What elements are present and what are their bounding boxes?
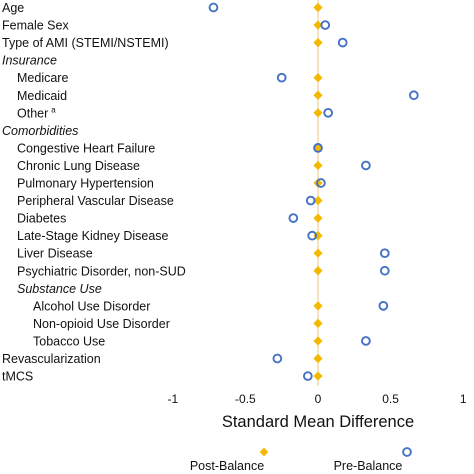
- pre-balance-point: [379, 265, 390, 276]
- row-label: Tobacco Use: [33, 334, 105, 348]
- row-labels: Age Female Sex Type of AMI (STEMI/NSTEMI) I…: [2, 1, 186, 384]
- post-balance-point: [313, 248, 323, 258]
- pre-balance-point: [361, 336, 371, 346]
- pre-balance-point: [302, 371, 313, 381]
- post-balance-point: [313, 108, 323, 118]
- post-balance-point: [313, 73, 323, 83]
- pre-balance-point: [307, 230, 318, 241]
- post-balance-point: [313, 353, 323, 364]
- row-label: Non-opioid Use Disorder: [33, 317, 170, 331]
- row-label: Congestive Heart Failure: [17, 141, 155, 155]
- pre-balance-point: [272, 353, 283, 364]
- post-balance-point: [313, 160, 323, 171]
- post-balance-point: [313, 2, 323, 13]
- pre-balance-point: [320, 20, 331, 30]
- row-label: Substance Use: [17, 282, 102, 296]
- data-markers: [208, 2, 419, 381]
- legend-label-pre: Pre-Balance: [334, 459, 403, 473]
- row-label: Diabetes: [17, 212, 66, 226]
- row-label: Female Sex: [2, 19, 69, 33]
- row-label: tMCS: [2, 370, 33, 384]
- post-balance-point: [313, 195, 323, 206]
- legend-pre-marker: [402, 447, 412, 457]
- pre-balance-point: [408, 90, 419, 101]
- x-tick-label: 0.5: [382, 392, 399, 406]
- post-balance-point: [313, 178, 323, 188]
- legend-post-marker: [259, 447, 269, 457]
- x-tick-label: -1: [167, 392, 178, 406]
- x-tick-labels: -1-0.500.511.5: [167, 392, 467, 406]
- post-balance-point: [313, 90, 323, 100]
- row-label: Other a: [17, 105, 56, 120]
- pre-balance-point: [361, 160, 371, 171]
- x-tick-label: -0.5: [235, 392, 256, 406]
- row-label: Late-Stage Kidney Disease: [17, 229, 169, 243]
- post-balance-point: [313, 336, 323, 346]
- row-label: Pulmonary Hypertension: [17, 177, 154, 191]
- pre-balance-point: [288, 213, 299, 223]
- pre-balance-point: [208, 2, 219, 13]
- row-label: Alcohol Use Disorder: [33, 299, 150, 313]
- row-label: Age: [2, 1, 24, 15]
- post-balance-point: [313, 371, 323, 381]
- post-balance-point: [313, 20, 323, 30]
- row-label-superscript: a: [51, 105, 56, 114]
- pre-balance-point: [378, 301, 389, 311]
- post-balance-point: [313, 318, 323, 328]
- post-balance-point: [313, 38, 323, 48]
- pre-balance-point: [305, 195, 316, 206]
- x-tick-label: 0: [315, 392, 322, 406]
- row-label: Medicare: [17, 71, 68, 85]
- row-label: Revascularization: [2, 352, 101, 366]
- x-axis-title: Standard Mean Difference: [222, 413, 414, 431]
- row-label: Type of AMI (STEMI/NSTEMI): [2, 36, 169, 50]
- x-tick-label: 1: [460, 392, 467, 406]
- post-balance-point: [313, 266, 323, 276]
- row-label: Insurance: [2, 54, 57, 68]
- legend: Post-Balance Pre-Balance: [190, 447, 412, 473]
- post-balance-point: [313, 213, 323, 223]
- row-label: Chronic Lung Disease: [17, 159, 140, 173]
- pre-balance-point: [313, 143, 323, 153]
- pre-balance-point: [323, 107, 334, 118]
- pre-balance-point: [316, 178, 326, 188]
- pre-balance-point: [337, 37, 348, 48]
- pre-balance-point: [379, 248, 390, 259]
- row-label: Psychiatric Disorder, non-SUD: [17, 264, 186, 278]
- legend-label-post: Post-Balance: [190, 459, 264, 473]
- row-label: Liver Disease: [17, 247, 93, 261]
- row-label: Medicaid: [17, 89, 67, 103]
- post-balance-point: [313, 301, 323, 311]
- row-label: Peripheral Vascular Disease: [17, 194, 174, 208]
- row-label: Comorbidities: [2, 124, 78, 138]
- pre-balance-point: [276, 72, 287, 83]
